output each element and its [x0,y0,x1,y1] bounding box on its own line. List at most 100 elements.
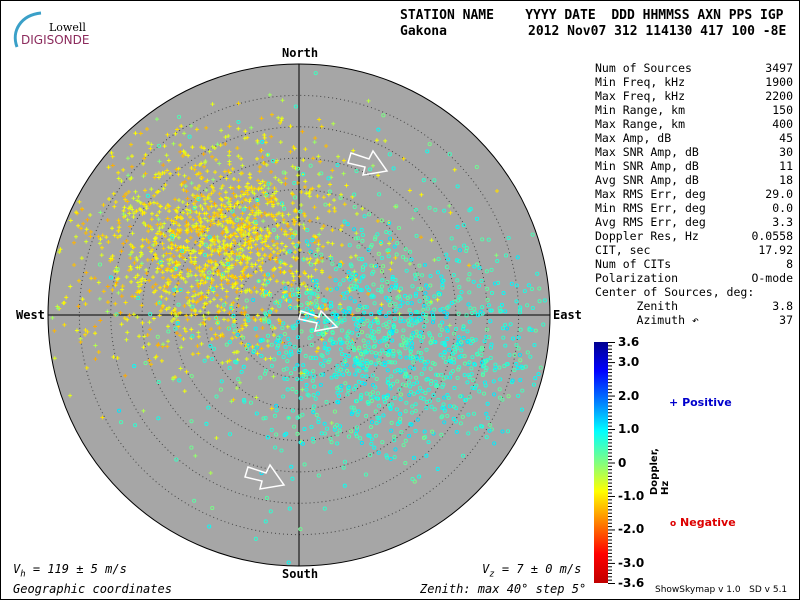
legend-positive: + Positive [669,396,732,409]
negative-source-point [230,209,235,214]
positive-source-point [231,212,236,217]
colorbar-tick-label: 3.6 [618,335,640,349]
positive-source-point [229,251,234,256]
negative-source-point [424,283,429,288]
negative-source-point [517,310,523,315]
negative-source-point [265,435,270,440]
positive-source-point [179,124,184,129]
stat-value: 150 [772,103,793,117]
positive-source-point [197,184,202,189]
positive-source-point [124,191,129,196]
positive-source-point [121,241,126,246]
positive-source-point [158,222,163,227]
positive-source-point [153,172,158,177]
positive-source-point [234,194,239,199]
stat-value: 400 [772,117,793,131]
negative-source-point [379,269,384,274]
negative-source-point [433,340,438,345]
positive-source-point [332,209,337,214]
positive-source-point [169,318,174,323]
negative-source-point [344,368,350,373]
negative-source-point [442,406,447,411]
positive-source-point [263,253,268,258]
negative-source-point [281,354,286,360]
negative-source-point [307,371,312,376]
positive-source-point [210,154,215,159]
negative-source-point [449,236,454,241]
negative-source-point [497,365,502,370]
negative-source-point [308,355,313,360]
negative-source-point [116,408,122,413]
positive-source-point [226,266,231,271]
positive-source-point [256,187,261,192]
positive-source-point [316,346,321,351]
positive-source-point [169,218,174,223]
negative-source-point [281,170,286,175]
negative-source-point [501,335,506,340]
positive-source-point [324,306,329,311]
positive-source-point [188,251,193,256]
negative-source-point [366,247,371,253]
positive-source-point [199,220,204,225]
negative-source-point [300,441,305,446]
negative-source-point [314,298,319,303]
negative-source-point [369,360,374,365]
negative-source-point [375,415,380,420]
negative-source-point [328,450,333,455]
negative-source-point [370,383,376,388]
positive-source-point [220,286,225,291]
negative-source-point [451,344,456,349]
positive-source-point [161,163,166,168]
stat-label: Min Range, km [595,103,686,117]
negative-source-point [537,299,542,304]
negative-source-point [313,253,318,258]
positive-source-point [72,262,77,267]
positive-source-point [278,270,283,275]
negative-source-point [166,329,171,334]
negative-source-point [347,371,352,376]
negative-source-point [525,350,530,355]
positive-source-point [235,349,240,354]
positive-source-point [161,275,166,280]
positive-source-point [240,221,245,226]
positive-source-point [84,270,89,275]
negative-source-point [302,426,307,432]
negative-source-point [244,298,249,303]
negative-source-point [440,414,445,419]
positive-source-point [213,259,218,264]
negative-source-point [486,303,491,308]
negative-source-point [378,306,383,312]
positive-source-point [195,278,200,283]
positive-source-point [209,191,214,196]
positive-source-point [271,273,276,278]
positive-source-point [182,150,187,155]
negative-source-point [522,289,527,294]
positive-source-point [149,362,154,367]
positive-source-point [253,262,258,267]
positive-source-point [146,223,151,228]
negative-source-point [295,166,300,171]
positive-source-point [249,245,254,250]
positive-source-point [142,156,147,161]
negative-source-point [345,335,350,340]
positive-source-point [170,273,175,278]
positive-source-point [374,138,379,143]
positive-source-point [78,336,83,341]
negative-source-point [326,346,331,352]
negative-source-point [500,429,505,434]
positive-source-point [173,375,178,380]
negative-source-point [329,287,334,292]
positive-source-point [219,186,224,191]
positive-source-point [161,288,166,293]
positive-source-point [199,192,204,197]
positive-source-point [255,156,260,161]
positive-source-point [278,120,283,125]
negative-source-point [373,409,378,414]
negative-source-point [385,377,390,382]
negative-source-point [455,184,460,189]
negative-source-point [485,401,490,406]
negative-source-point [265,279,271,285]
negative-source-point [365,318,370,323]
zenith-scale: Zenith: max 40° step 5° [420,582,587,596]
positive-source-point [212,297,217,302]
